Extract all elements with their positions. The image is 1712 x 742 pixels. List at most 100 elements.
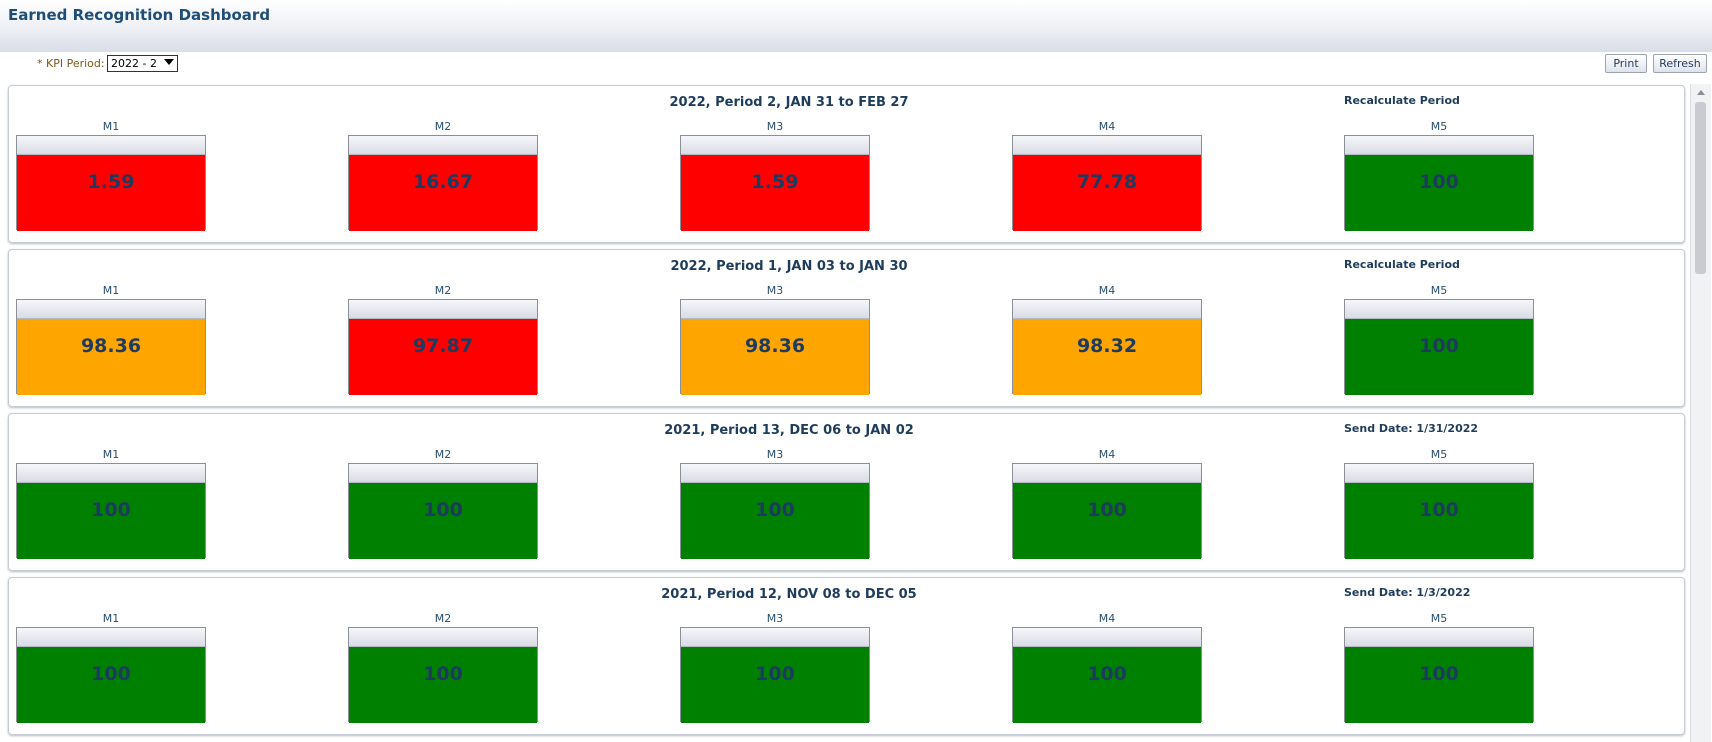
metric-value: 77.78 (1013, 155, 1201, 231)
metric-label: M4 (1098, 120, 1116, 133)
metric-gauge[interactable]: 98.36 (680, 299, 870, 395)
page-header: Earned Recognition Dashboard (0, 0, 1712, 52)
metric-label: M4 (1098, 612, 1116, 625)
period-title: 2022, Period 1, JAN 03 to JAN 30 (670, 259, 908, 274)
send-date-label: Send Date: 1/3/2022 (1344, 586, 1471, 599)
metric-gauge[interactable]: 1.59 (16, 135, 206, 231)
metric-gauge[interactable]: 97.87 (348, 299, 538, 395)
metric-label: M2 (434, 284, 452, 297)
period-panel: 2022, Period 2, JAN 31 to FEB 27 Recalcu… (8, 85, 1685, 243)
metric-tile: M2 16.67 (348, 120, 538, 231)
print-button[interactable]: Print (1605, 54, 1647, 73)
metric-value: 100 (1013, 483, 1201, 559)
metric-tile: M4 98.32 (1012, 284, 1202, 395)
metric-tile: M1 100 (16, 448, 206, 559)
metric-value: 98.36 (17, 319, 205, 395)
metric-value: 1.59 (17, 155, 205, 231)
metric-label: M2 (434, 612, 452, 625)
metric-gauge[interactable]: 100 (348, 627, 538, 723)
metric-label: M5 (1430, 284, 1448, 297)
recalculate-period-link[interactable]: Recalculate Period (1344, 94, 1460, 107)
metric-gauge[interactable]: 100 (1012, 627, 1202, 723)
metric-label: M2 (434, 448, 452, 461)
metric-gauge[interactable]: 98.36 (16, 299, 206, 395)
metric-label: M4 (1098, 284, 1116, 297)
metric-label: M3 (766, 448, 784, 461)
metric-value: 100 (681, 483, 869, 559)
kpi-period-select[interactable]: 2022 - 2 (107, 55, 178, 72)
metric-gauge[interactable]: 100 (1344, 299, 1534, 395)
metric-gauge[interactable]: 100 (348, 463, 538, 559)
metric-tile: M1 98.36 (16, 284, 206, 395)
metric-gauge[interactable]: 100 (1012, 463, 1202, 559)
metric-label: M3 (766, 284, 784, 297)
metric-gauge[interactable]: 100 (680, 463, 870, 559)
page-title: Earned Recognition Dashboard (8, 6, 271, 24)
metric-gauge[interactable]: 16.67 (348, 135, 538, 231)
metric-tile: M5 100 (1344, 612, 1534, 723)
metric-tile: M5 100 (1344, 120, 1534, 231)
vertical-scrollbar[interactable] (1690, 84, 1711, 742)
metric-label: M5 (1430, 120, 1448, 133)
metric-value: 98.36 (681, 319, 869, 395)
metric-tile: M4 100 (1012, 612, 1202, 723)
metric-tile: M5 100 (1344, 284, 1534, 395)
metric-tile: M2 97.87 (348, 284, 538, 395)
metric-value: 1.59 (681, 155, 869, 231)
metric-gauge[interactable]: 100 (680, 627, 870, 723)
scroll-thumb[interactable] (1695, 102, 1706, 274)
metric-label: M3 (766, 612, 784, 625)
metric-gauge[interactable]: 100 (1344, 627, 1534, 723)
metric-label: M5 (1430, 612, 1448, 625)
periods-list: 2022, Period 2, JAN 31 to FEB 27 Recalcu… (0, 82, 1690, 742)
metric-value: 97.87 (349, 319, 537, 395)
period-panel: 2022, Period 1, JAN 03 to JAN 30 Recalcu… (8, 249, 1685, 407)
metric-tile: M4 100 (1012, 448, 1202, 559)
metric-value: 100 (1013, 647, 1201, 723)
metric-tile: M1 100 (16, 612, 206, 723)
metric-tile: M2 100 (348, 612, 538, 723)
metric-value: 100 (349, 483, 537, 559)
period-title: 2021, Period 12, NOV 08 to DEC 05 (661, 587, 917, 602)
metric-value: 100 (1345, 155, 1533, 231)
metric-tile: M3 100 (680, 612, 870, 723)
metric-tile: M3 1.59 (680, 120, 870, 231)
metric-value: 98.32 (1013, 319, 1201, 395)
metric-tile: M2 100 (348, 448, 538, 559)
metric-gauge[interactable]: 1.59 (680, 135, 870, 231)
metric-gauge[interactable]: 100 (1344, 463, 1534, 559)
metric-tile: M5 100 (1344, 448, 1534, 559)
period-title: 2021, Period 13, DEC 06 to JAN 02 (664, 423, 914, 438)
send-date-label: Send Date: 1/31/2022 (1344, 422, 1479, 435)
metric-label: M5 (1430, 448, 1448, 461)
scroll-up-arrow-icon[interactable] (1697, 90, 1705, 95)
metric-tile: M3 98.36 (680, 284, 870, 395)
metric-gauge[interactable]: 100 (1344, 135, 1534, 231)
metric-label: M4 (1098, 448, 1116, 461)
metric-gauge[interactable]: 98.32 (1012, 299, 1202, 395)
metric-label: M2 (434, 120, 452, 133)
kpi-period-value: 2022 - 2 (111, 57, 157, 70)
metric-gauge[interactable]: 100 (16, 463, 206, 559)
metric-value: 100 (681, 647, 869, 723)
metric-label: M1 (102, 612, 120, 625)
metric-value: 100 (17, 483, 205, 559)
metric-value: 100 (1345, 483, 1533, 559)
metric-value: 16.67 (349, 155, 537, 231)
metric-value: 100 (349, 647, 537, 723)
period-panel: 2021, Period 13, DEC 06 to JAN 02 Send D… (8, 413, 1685, 571)
refresh-button[interactable]: Refresh (1653, 54, 1707, 73)
metric-tile: M3 100 (680, 448, 870, 559)
kpi-period-label: * KPI Period: (37, 57, 105, 70)
metric-label: M1 (102, 120, 120, 133)
metric-tile: M4 77.78 (1012, 120, 1202, 231)
recalculate-period-link[interactable]: Recalculate Period (1344, 258, 1460, 271)
metric-value: 100 (1345, 319, 1533, 395)
metric-value: 100 (1345, 647, 1533, 723)
metric-value: 100 (17, 647, 205, 723)
metric-gauge[interactable]: 77.78 (1012, 135, 1202, 231)
chevron-down-icon (164, 59, 174, 65)
metric-gauge[interactable]: 100 (16, 627, 206, 723)
period-panel: 2021, Period 12, NOV 08 to DEC 05 Send D… (8, 577, 1685, 735)
metric-label: M1 (102, 448, 120, 461)
